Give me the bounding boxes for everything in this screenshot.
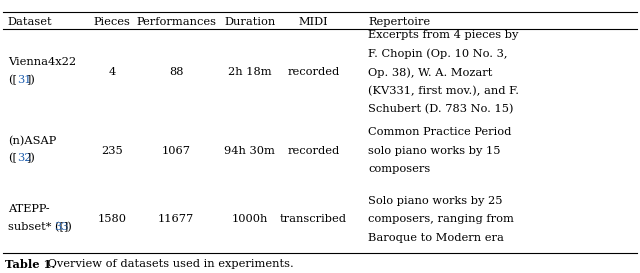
Text: recorded: recorded: [287, 146, 340, 156]
Text: Duration: Duration: [224, 17, 275, 27]
Text: composers, ranging from: composers, ranging from: [368, 214, 514, 224]
Text: MIDI: MIDI: [299, 17, 328, 27]
Text: Op. 38), W. A. Mozart: Op. 38), W. A. Mozart: [368, 67, 492, 78]
Text: Vienna4x22: Vienna4x22: [8, 57, 76, 67]
Text: Table 1.: Table 1.: [5, 259, 56, 270]
Text: ([: ([: [8, 75, 17, 85]
Text: 33: 33: [54, 222, 68, 232]
Text: ATEPP-: ATEPP-: [8, 204, 49, 214]
Text: Solo piano works by 25: Solo piano works by 25: [368, 195, 502, 206]
Text: 2h 18m: 2h 18m: [228, 67, 271, 77]
Text: Excerpts from 4 pieces by: Excerpts from 4 pieces by: [368, 30, 518, 40]
Text: ]): ]): [26, 75, 35, 85]
Text: 32: 32: [17, 153, 31, 163]
Text: solo piano works by 15: solo piano works by 15: [368, 146, 500, 156]
Text: ]): ]): [63, 221, 72, 232]
Text: 88: 88: [169, 67, 183, 77]
Text: Baroque to Modern era: Baroque to Modern era: [368, 233, 504, 243]
Text: 31: 31: [17, 75, 31, 85]
Text: Common Practice Period: Common Practice Period: [368, 127, 511, 137]
Text: Overview of datasets used in experiments.: Overview of datasets used in experiments…: [44, 259, 293, 269]
Text: recorded: recorded: [287, 67, 340, 77]
Text: 94h 30m: 94h 30m: [224, 146, 275, 156]
Text: 1000h: 1000h: [232, 214, 268, 224]
Text: (n)ASAP: (n)ASAP: [8, 135, 56, 146]
Text: transcribed: transcribed: [280, 214, 347, 224]
Text: (KV331, first mov.), and F.: (KV331, first mov.), and F.: [368, 86, 519, 96]
Text: 4: 4: [108, 67, 116, 77]
Text: Schubert (D. 783 No. 15): Schubert (D. 783 No. 15): [368, 104, 513, 115]
Text: Repertoire: Repertoire: [368, 17, 430, 27]
Text: 1067: 1067: [161, 146, 191, 156]
Text: 235: 235: [101, 146, 123, 156]
Text: 11677: 11677: [158, 214, 194, 224]
Text: subset* ([: subset* ([: [8, 221, 63, 232]
Text: ([: ([: [8, 153, 17, 164]
Text: Pieces: Pieces: [93, 17, 131, 27]
Text: F. Chopin (Op. 10 No. 3,: F. Chopin (Op. 10 No. 3,: [368, 49, 508, 59]
Text: ]): ]): [26, 153, 35, 164]
Text: composers: composers: [368, 164, 430, 174]
Text: Dataset: Dataset: [8, 17, 52, 27]
Text: Performances: Performances: [136, 17, 216, 27]
Text: 1580: 1580: [97, 214, 127, 224]
